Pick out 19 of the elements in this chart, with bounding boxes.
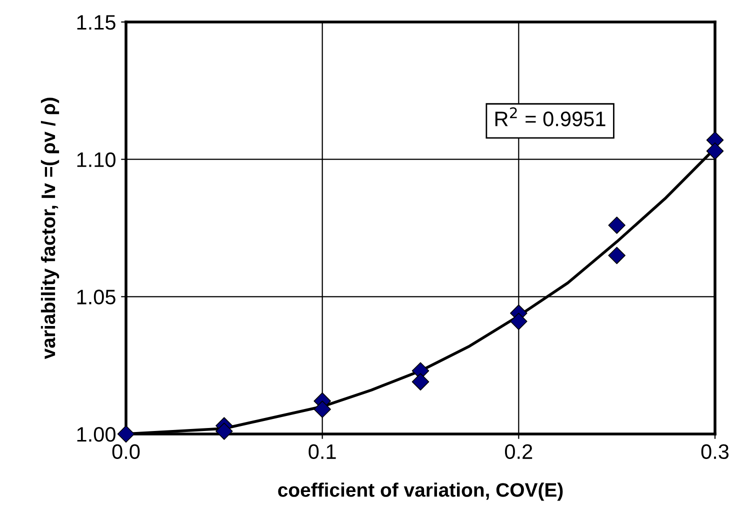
y-tick-label: 1.10 <box>77 152 116 168</box>
point <box>608 216 626 234</box>
point <box>314 400 331 418</box>
x-tick-label: 0.2 <box>505 444 532 460</box>
point <box>412 373 430 390</box>
point <box>117 425 135 443</box>
point <box>608 246 626 264</box>
y-tick-label: 1.00 <box>77 427 116 442</box>
point <box>216 422 233 440</box>
x-tick-label: 0.1 <box>308 444 336 460</box>
x-tick-label: 0.3 <box>701 444 729 460</box>
y-axis-title: variability factor, Iv =( ρv / ρ) <box>40 98 60 360</box>
x-tick-label: 0.0 <box>112 444 140 460</box>
annotation: R$^{2}$ = 0.9951 <box>495 107 606 126</box>
point <box>706 142 724 160</box>
y-tick-label: 1.15 <box>77 15 116 30</box>
x-axis-title: coefficient of variation, COV(E) <box>278 482 563 501</box>
point <box>510 312 528 330</box>
y-tick-label: 1.05 <box>77 290 116 304</box>
